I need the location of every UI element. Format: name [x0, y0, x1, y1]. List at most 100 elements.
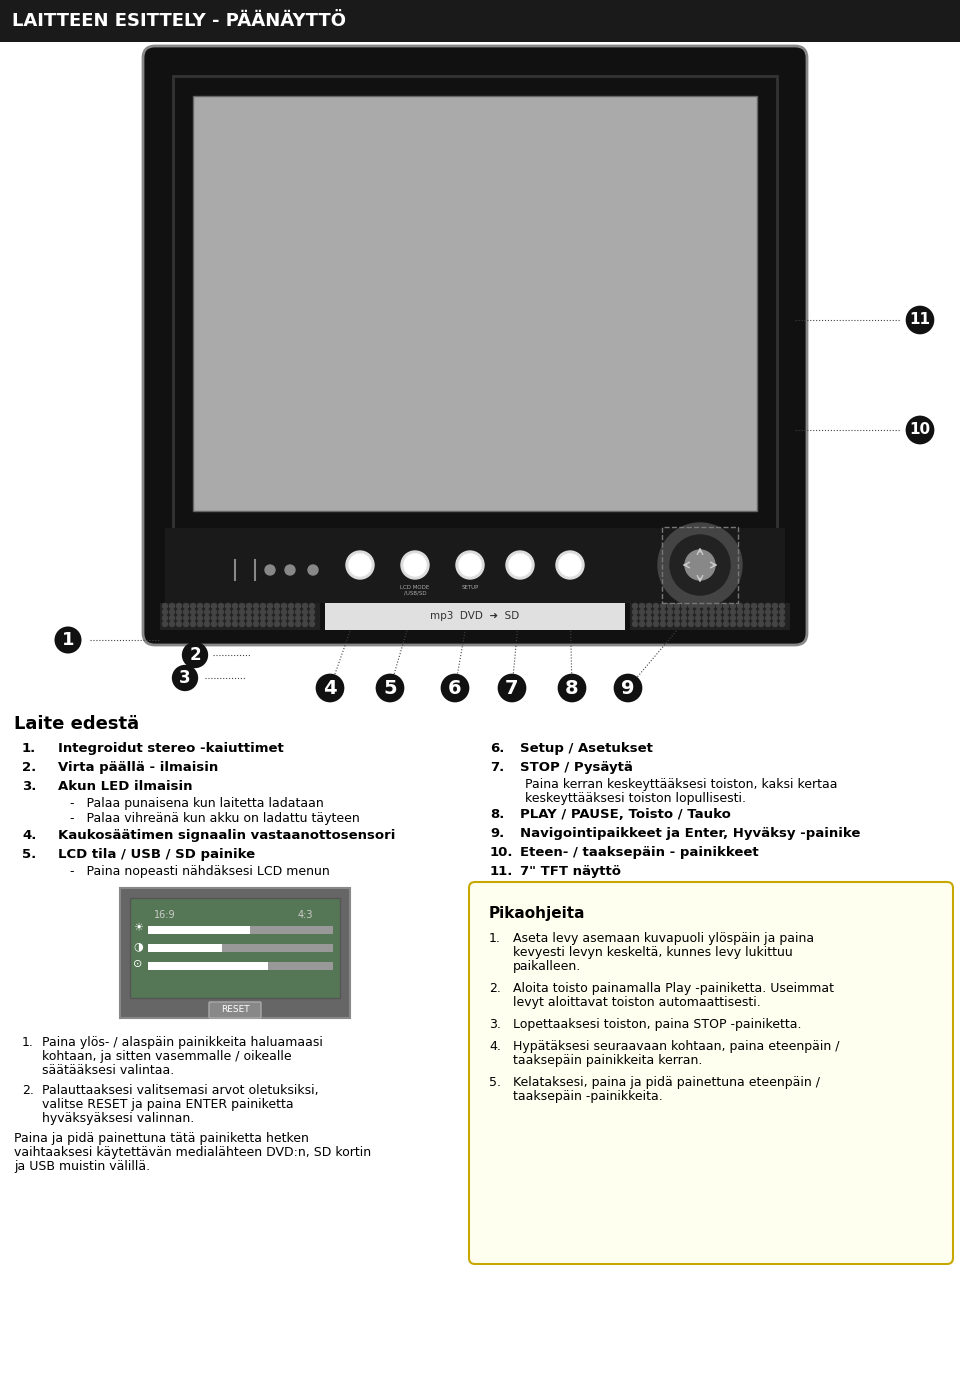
Circle shape — [737, 615, 742, 621]
Text: 5.: 5. — [22, 848, 36, 862]
Text: vaihtaaksesi käytettävän medialähteen DVD:n, SD kortin: vaihtaaksesi käytettävän medialähteen DV… — [14, 1147, 372, 1159]
Circle shape — [682, 603, 686, 609]
Circle shape — [752, 615, 756, 621]
Circle shape — [780, 615, 784, 621]
Text: Kaukosäätimen signaalin vastaanottosensori: Kaukosäätimen signaalin vastaanottosenso… — [58, 828, 396, 842]
Text: Virta päällä - ilmaisin: Virta päällä - ilmaisin — [58, 761, 218, 774]
Circle shape — [675, 621, 680, 626]
Circle shape — [183, 615, 188, 621]
Text: 10: 10 — [909, 422, 930, 437]
Circle shape — [745, 603, 750, 609]
Circle shape — [260, 610, 266, 614]
Circle shape — [268, 603, 273, 609]
Circle shape — [556, 550, 584, 579]
Circle shape — [695, 621, 701, 626]
FancyBboxPatch shape — [148, 945, 222, 952]
Circle shape — [268, 610, 273, 614]
Text: 7: 7 — [505, 679, 518, 697]
Text: Laite edestä: Laite edestä — [14, 715, 139, 733]
Circle shape — [660, 610, 665, 614]
Circle shape — [296, 621, 300, 626]
Circle shape — [752, 610, 756, 614]
Circle shape — [675, 610, 680, 614]
Circle shape — [401, 550, 429, 579]
FancyBboxPatch shape — [209, 1003, 261, 1018]
Circle shape — [183, 603, 188, 609]
FancyBboxPatch shape — [148, 927, 333, 934]
Circle shape — [633, 603, 637, 609]
Circle shape — [226, 603, 230, 609]
Circle shape — [745, 615, 750, 621]
Circle shape — [639, 610, 644, 614]
Circle shape — [737, 603, 742, 609]
Text: 8.: 8. — [490, 808, 504, 822]
Circle shape — [685, 550, 715, 579]
Circle shape — [633, 615, 637, 621]
Text: 4.: 4. — [22, 828, 36, 842]
Circle shape — [688, 603, 693, 609]
Circle shape — [162, 603, 167, 609]
Circle shape — [646, 621, 652, 626]
Circle shape — [688, 615, 693, 621]
Text: kevyesti levyn keskeltä, kunnes levy lukittuu: kevyesti levyn keskeltä, kunnes levy luk… — [513, 946, 793, 958]
Circle shape — [309, 615, 315, 621]
Circle shape — [275, 615, 279, 621]
Text: Palauttaaksesi valitsemasi arvot oletuksiksi,: Palauttaaksesi valitsemasi arvot oletuks… — [42, 1084, 319, 1097]
Circle shape — [265, 566, 275, 575]
Circle shape — [709, 621, 714, 626]
Circle shape — [682, 610, 686, 614]
Circle shape — [198, 621, 203, 626]
Text: keskeyttääksesi toiston lopullisesti.: keskeyttääksesi toiston lopullisesti. — [525, 792, 746, 805]
Circle shape — [765, 615, 771, 621]
Text: 2: 2 — [189, 646, 201, 664]
Text: 16:9: 16:9 — [155, 910, 176, 920]
Text: 1.: 1. — [489, 932, 501, 945]
Circle shape — [289, 603, 294, 609]
Text: 4.: 4. — [489, 1040, 501, 1052]
Circle shape — [737, 621, 742, 626]
Text: mp3  DVD  ➜  SD: mp3 DVD ➜ SD — [430, 611, 519, 621]
Circle shape — [253, 615, 258, 621]
Text: ☀: ☀ — [133, 922, 143, 934]
Text: PLAY / PAUSE, Toisto / Tauko: PLAY / PAUSE, Toisto / Tauko — [520, 808, 731, 822]
Text: hyväksyäksesi valinnan.: hyväksyäksesi valinnan. — [42, 1112, 194, 1124]
Circle shape — [204, 621, 209, 626]
Text: 4: 4 — [324, 679, 337, 697]
Circle shape — [780, 621, 784, 626]
Text: Kelataksesi, paina ja pidä painettuna eteenpäin /: Kelataksesi, paina ja pidä painettuna et… — [513, 1076, 820, 1088]
Circle shape — [695, 603, 701, 609]
Text: 11.: 11. — [490, 864, 514, 878]
Text: 6: 6 — [448, 679, 462, 697]
Text: 1.: 1. — [22, 1036, 34, 1048]
Circle shape — [253, 603, 258, 609]
Text: kohtaan, ja sitten vasemmalle / oikealle: kohtaan, ja sitten vasemmalle / oikealle — [42, 1050, 292, 1064]
Circle shape — [190, 621, 196, 626]
Circle shape — [731, 615, 735, 621]
Circle shape — [190, 610, 196, 614]
Circle shape — [758, 615, 763, 621]
Text: Akun LED ilmaisin: Akun LED ilmaisin — [58, 780, 193, 792]
Circle shape — [682, 615, 686, 621]
Circle shape — [773, 621, 778, 626]
Circle shape — [716, 615, 722, 621]
Text: 3.: 3. — [22, 780, 36, 792]
Circle shape — [232, 621, 237, 626]
Text: 11: 11 — [909, 313, 930, 328]
Circle shape — [302, 610, 307, 614]
Circle shape — [281, 603, 286, 609]
Circle shape — [247, 621, 252, 626]
Circle shape — [260, 621, 266, 626]
Circle shape — [667, 603, 673, 609]
Text: 7.: 7. — [490, 761, 504, 774]
Circle shape — [745, 621, 750, 626]
Circle shape — [404, 555, 426, 575]
Circle shape — [703, 603, 708, 609]
Circle shape — [660, 603, 665, 609]
Circle shape — [509, 555, 531, 575]
Circle shape — [177, 621, 181, 626]
Circle shape — [745, 610, 750, 614]
Circle shape — [275, 610, 279, 614]
Circle shape — [758, 621, 763, 626]
Circle shape — [765, 621, 771, 626]
Text: valitse RESET ja paina ENTER painiketta: valitse RESET ja paina ENTER painiketta — [42, 1098, 294, 1111]
